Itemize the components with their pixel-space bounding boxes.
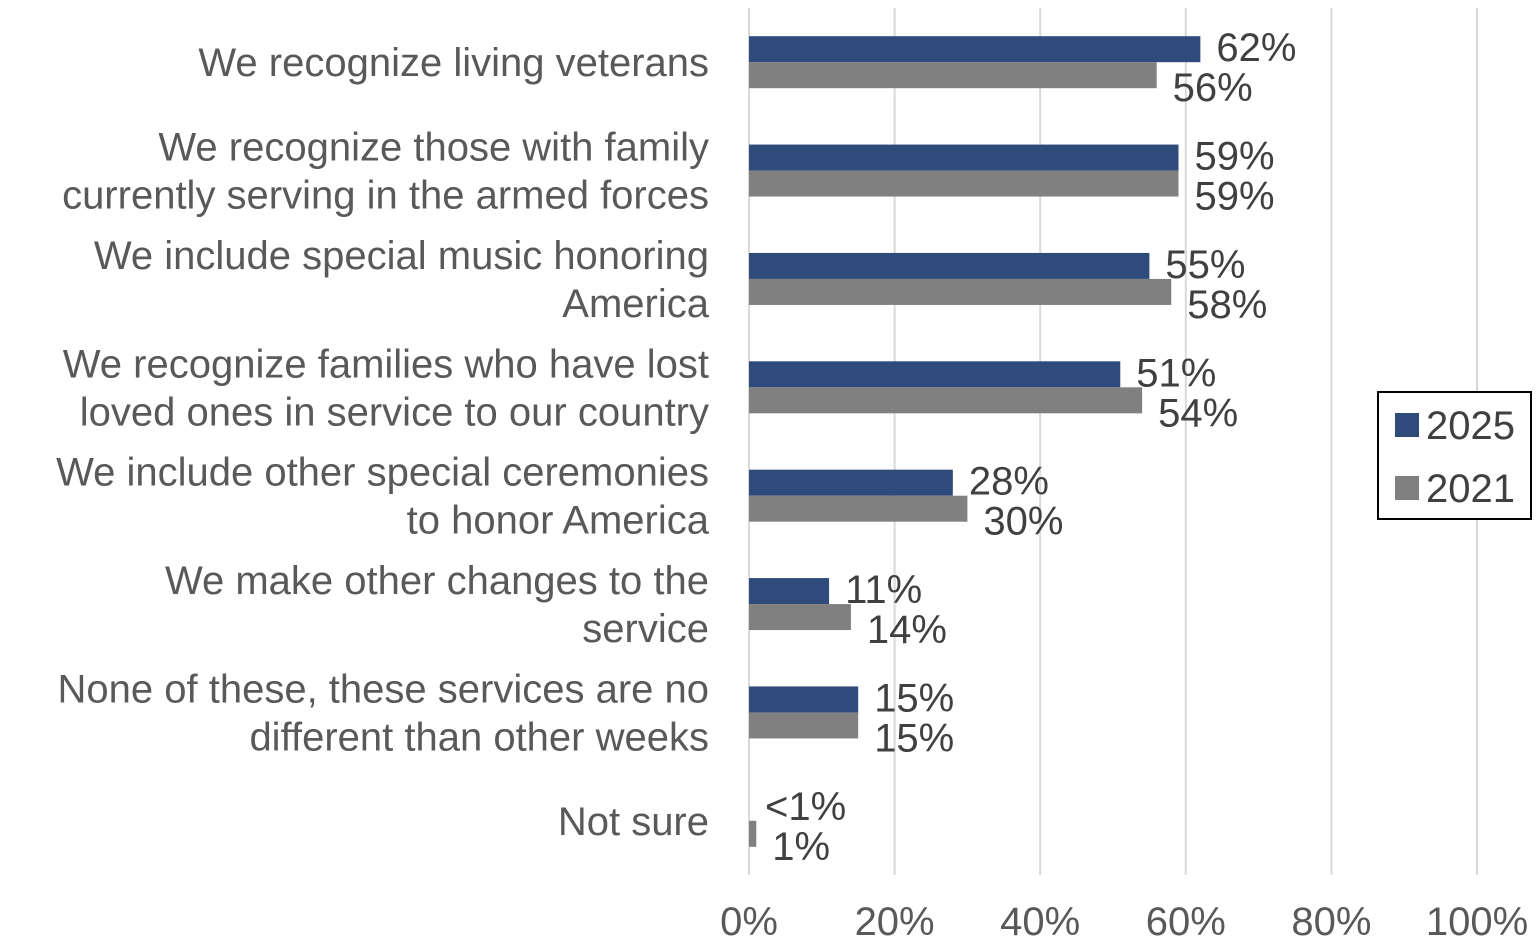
data-label-2025: 28% <box>969 460 1049 504</box>
x-tick-label: 100% <box>1426 900 1528 941</box>
legend-swatch-2021 <box>1395 476 1419 500</box>
category-label: We recognize families who have lost loved… <box>63 342 709 434</box>
bar-2021 <box>749 278 1172 305</box>
bar-2021 <box>749 820 757 847</box>
gridlines <box>748 8 1478 875</box>
data-label-2021: 14% <box>867 608 947 652</box>
x-tick-label: 20% <box>855 900 935 941</box>
bar-2025 <box>749 144 1179 171</box>
data-label-2025: 62% <box>1216 26 1296 70</box>
category-label: We recognize those with family currently … <box>62 126 709 218</box>
legend-label-2025: 2025 <box>1426 404 1515 448</box>
legend-label-2021: 2021 <box>1426 467 1515 511</box>
bar-2021 <box>749 604 851 631</box>
category-label: We recognize living veterans <box>198 41 709 85</box>
data-label-2021: 56% <box>1173 66 1253 110</box>
bar-2021 <box>749 387 1143 414</box>
data-label-2025: 51% <box>1136 351 1216 395</box>
category-label: We include other special ceremonies to ho… <box>56 451 710 543</box>
legend-swatch-2025 <box>1395 413 1419 437</box>
data-label-2025: 15% <box>874 676 954 720</box>
legend: 2025 2021 <box>1377 391 1532 520</box>
x-tick-label: 80% <box>1291 900 1371 941</box>
data-label-2021: 1% <box>772 825 830 869</box>
bar-2025 <box>749 36 1201 63</box>
bar-2025 <box>749 469 953 496</box>
category-label: Not sure <box>558 800 709 844</box>
bar-2025 <box>749 578 830 605</box>
bar-2021 <box>749 712 859 739</box>
data-label-2025: 59% <box>1195 135 1275 179</box>
data-label-2025: <1% <box>765 785 846 829</box>
x-tick-label: 0% <box>720 900 778 941</box>
bar-2025 <box>749 361 1121 388</box>
data-label-2025: 11% <box>845 568 922 612</box>
category-label: We include special music honoring America <box>94 234 710 326</box>
data-label-2021: 30% <box>983 500 1063 544</box>
bar-2021 <box>749 62 1157 89</box>
bar-2021 <box>749 495 968 522</box>
bar-2025 <box>749 686 859 713</box>
data-label-2021: 58% <box>1187 283 1267 327</box>
category-labels: We recognize living veterans We recognize… <box>56 41 710 844</box>
bars <box>749 36 1201 847</box>
data-label-2021: 54% <box>1158 391 1238 435</box>
data-label-2025: 55% <box>1165 243 1245 287</box>
x-axis-ticks: 0% 20% 40% 60% 80% 100% <box>720 900 1528 941</box>
data-label-2021: 15% <box>874 716 954 760</box>
x-tick-label: 60% <box>1146 900 1226 941</box>
bar-2021 <box>749 170 1179 197</box>
category-label: None of these, these services are no diff… <box>58 667 709 759</box>
data-label-2021: 59% <box>1195 175 1275 219</box>
category-label: We make other changes to the service <box>165 559 709 651</box>
x-tick-label: 40% <box>1000 900 1080 941</box>
value-labels: 62%56%59%59%55%58%51%54%28%30%11%14%15%1… <box>765 26 1296 869</box>
bar-2025 <box>749 252 1150 279</box>
